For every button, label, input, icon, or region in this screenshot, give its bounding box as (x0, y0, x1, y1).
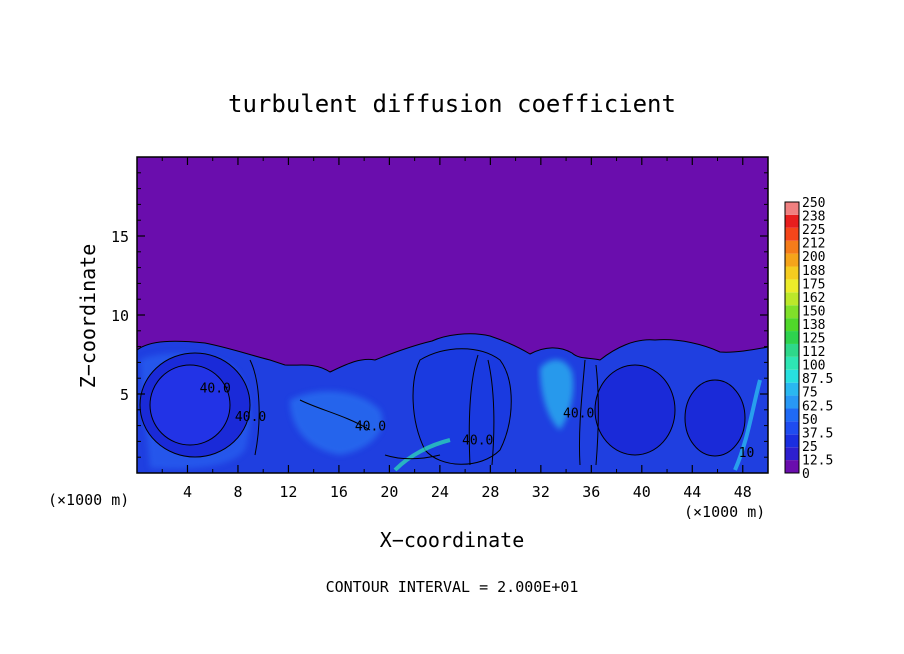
x-tick-label: 36 (582, 483, 600, 501)
colorbar-swatch (785, 369, 799, 383)
contour-lines (249, 354, 599, 466)
colorbar-level-label: 25 (802, 440, 818, 455)
chart-title: turbulent diffusion coefficient (228, 90, 676, 118)
colorbar-level-label: 238 (802, 210, 825, 225)
cyan-streak-right (733, 379, 762, 471)
colorbar-frame (784, 201, 800, 474)
colorbar-swatch (785, 214, 799, 228)
colorbar-level-label: 37.5 (802, 426, 833, 441)
colorbar-level-label: 200 (802, 250, 825, 265)
eddy-right-a (594, 364, 676, 456)
colorbar-swatch (785, 292, 799, 306)
x-tick-label: 48 (734, 483, 752, 501)
contour-label: 40.0 (563, 407, 594, 422)
contour-interval-note: CONTOUR INTERVAL = 2.000E+01 (326, 578, 579, 596)
colorbar-level-label: 212 (802, 237, 825, 252)
x-axis-ticks: 4 8 12 16 20 24 28 32 36 40 44 48 (161, 157, 752, 501)
colorbar-level-label: 112 (802, 345, 825, 360)
colorbar-swatch (785, 266, 799, 280)
x-tick-label: 12 (279, 483, 297, 501)
colorbar-level-label: 125 (802, 332, 825, 347)
colorbar-swatch (785, 305, 799, 319)
colorbar-level-label: 75 (802, 386, 818, 401)
colorbar-level-label: 87.5 (802, 372, 833, 387)
x-unit-right: (×1000 m) (684, 503, 765, 521)
x-axis-label: X−coordinate (380, 528, 525, 552)
contour-label: 40.0 (355, 419, 386, 434)
contour-labels: 40.0 40.0 40.0 40.0 40.0 10 (200, 381, 755, 461)
x-tick-label: 4 (183, 483, 192, 501)
colorbar-swatch (785, 395, 799, 409)
x-tick-label: 40 (633, 483, 651, 501)
x-tick-label: 24 (431, 483, 449, 501)
y-tick-label: 10 (111, 307, 129, 325)
colorbar-level-label: 12.5 (802, 453, 833, 468)
contour-label: 40.0 (235, 410, 266, 425)
x-tick-label: 32 (532, 483, 550, 501)
colorbar-swatch (785, 253, 799, 267)
colorbar-swatch (785, 202, 799, 215)
y-axis-ticks: 5 10 15 (111, 172, 768, 458)
colorbar-swatch (785, 227, 799, 241)
colorbar-level-label: 162 (802, 291, 825, 306)
x-tick-label: 20 (380, 483, 398, 501)
colorbar-swatch (785, 331, 799, 344)
colorbar-swatch (785, 240, 799, 254)
colorbar: 012.52537.55062.57587.510011212513815016… (784, 196, 833, 482)
y-tick-label: 15 (111, 228, 129, 246)
y-tick-label: 5 (120, 386, 129, 404)
colorbar-level-label: 250 (802, 196, 825, 211)
colorbar-swatch (785, 343, 799, 357)
colorbar-swatch (785, 318, 799, 332)
contour-label: 40.0 (200, 381, 231, 396)
eddy-left-inner (149, 364, 231, 446)
colorbar-level-label: 0 (802, 467, 810, 482)
eddy-right-b (684, 379, 746, 457)
eddy-center (412, 348, 512, 465)
x-unit-left: (×1000 m) (48, 491, 129, 509)
colorbar-swatch (785, 279, 799, 293)
colorbar-swatch (785, 434, 799, 448)
colorbar-level-label: 150 (802, 304, 825, 319)
x-tick-label: 44 (683, 483, 701, 501)
colorbar-level-label: 175 (802, 277, 825, 292)
x-tick-label: 8 (233, 483, 242, 501)
colorbar-level-label: 225 (802, 223, 825, 238)
colorbar-swatch (785, 356, 799, 370)
cyan-streak-bottom (393, 438, 451, 472)
eddy-mid-left (290, 391, 383, 455)
colorbar-level-label: 50 (802, 413, 818, 428)
y-axis-label: Z−coordinate (76, 244, 100, 389)
plot-area (137, 157, 768, 473)
colorbar-swatch (785, 447, 799, 461)
colorbar-level-label: 188 (802, 264, 825, 279)
colorbar-level-label: 100 (802, 359, 825, 374)
cyan-plume (540, 359, 574, 430)
x-tick-label: 28 (481, 483, 499, 501)
colorbar-swatch (785, 382, 799, 396)
colorbar-level-label: 138 (802, 318, 825, 333)
colorbar-swatch (785, 460, 799, 473)
colorbar-swatch (785, 421, 799, 435)
contour-label: 10 (739, 446, 755, 461)
x-tick-label: 16 (330, 483, 348, 501)
colorbar-level-label: 62.5 (802, 399, 833, 414)
colorbar-swatch (785, 408, 799, 422)
contour-label: 40.0 (462, 434, 493, 449)
